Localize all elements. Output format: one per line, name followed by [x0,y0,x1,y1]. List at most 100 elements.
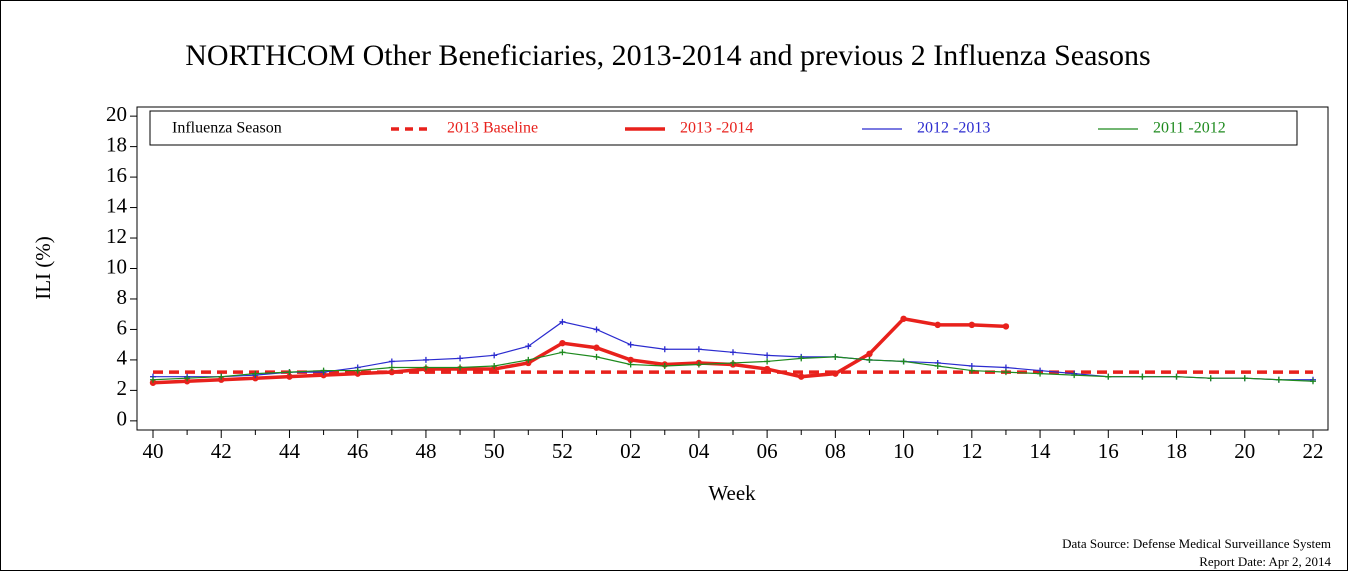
marker [934,363,941,370]
legend-label: 2013 -2014 [680,120,753,137]
legend-box [149,110,1298,146]
marker [559,349,566,356]
marker [866,350,873,358]
marker [388,368,396,376]
footnote: Report Date: Apr 2, 2014 [1199,554,1331,569]
marker [354,370,361,377]
marker [1275,376,1282,383]
y-tick-label: 20 [106,102,127,126]
y-tick-label: 18 [106,132,127,156]
x-tick-label: 12 [961,439,982,463]
marker [866,356,873,363]
x-tick-label: 40 [143,439,164,463]
marker [525,359,532,367]
marker [354,367,361,374]
marker [286,369,293,376]
marker [183,378,191,385]
y-axis-label: ILI (%) [31,236,55,300]
marker [1105,373,1112,380]
marker [900,315,907,322]
marker [252,374,259,382]
y-tick-label: 12 [106,224,127,248]
y-tick-label: 4 [117,346,128,370]
marker [525,343,532,350]
marker [968,367,975,374]
marker [525,356,532,363]
x-tick-label: 08 [825,439,846,463]
marker [457,364,464,371]
marker [627,341,634,348]
x-tick-label: 20 [1234,439,1255,463]
y-tick-label: 14 [106,193,128,217]
marker [968,321,976,329]
series-line [152,316,1007,385]
marker [286,373,293,380]
marker [320,367,327,374]
legend-label: 2013 Baseline [447,120,538,137]
marker [559,318,566,325]
marker [252,370,259,377]
marker [593,344,600,351]
x-axis-label: Week [708,481,756,505]
marker [593,326,600,333]
marker [900,358,907,365]
x-tick-label: 50 [484,439,505,463]
x-tick-label: 46 [347,439,368,463]
y-tick-label: 2 [117,376,128,400]
marker [457,355,464,362]
y-tick-label: 16 [106,163,127,187]
x-tick-label: 18 [1166,439,1187,463]
y-tick-label: 10 [106,254,127,278]
marker [1002,369,1009,376]
x-tick-label: 02 [620,439,641,463]
marker [184,375,191,382]
marker [490,365,498,373]
marker [832,353,839,360]
marker [627,356,634,364]
x-tick-label: 52 [552,439,573,463]
marker [764,352,771,359]
y-tick-label: 0 [117,407,128,431]
y-tick-label: 8 [117,285,128,309]
marker [695,361,702,368]
marker [491,363,498,370]
marker [730,349,736,356]
marker [764,358,771,365]
marker [1207,375,1214,382]
marker [149,379,157,386]
marker [661,346,668,353]
legend-title: Influenza Season [172,120,282,137]
marker [695,346,702,353]
marker [1071,372,1078,379]
chart-title: NORTHCOM Other Beneficiaries, 2013-2014 … [185,39,1150,72]
legend-label: 2011 -2012 [1153,120,1226,137]
footnote: Data Source: Defense Medical Surveillanc… [1062,536,1331,551]
marker [218,376,225,383]
marker [1241,375,1248,382]
y-tick-label: 6 [117,315,128,339]
x-tick-label: 42 [211,439,232,463]
marker [832,370,839,377]
marker [934,321,941,329]
marker [1310,378,1316,385]
x-tick-label: 16 [1098,439,1119,463]
x-tick-label: 10 [893,439,914,463]
marker [763,365,771,373]
marker [798,373,805,380]
marker [730,359,736,366]
marker [1139,373,1146,380]
marker [388,364,395,371]
x-tick-label: 44 [279,439,301,463]
marker [422,364,429,371]
marker [218,373,225,380]
marker [661,363,668,370]
marker [1002,323,1010,330]
marker [320,371,327,379]
marker [491,352,498,359]
marker [388,358,395,365]
legend-label: 2012 -2013 [917,120,990,137]
marker [798,355,805,362]
marker [1037,370,1044,377]
